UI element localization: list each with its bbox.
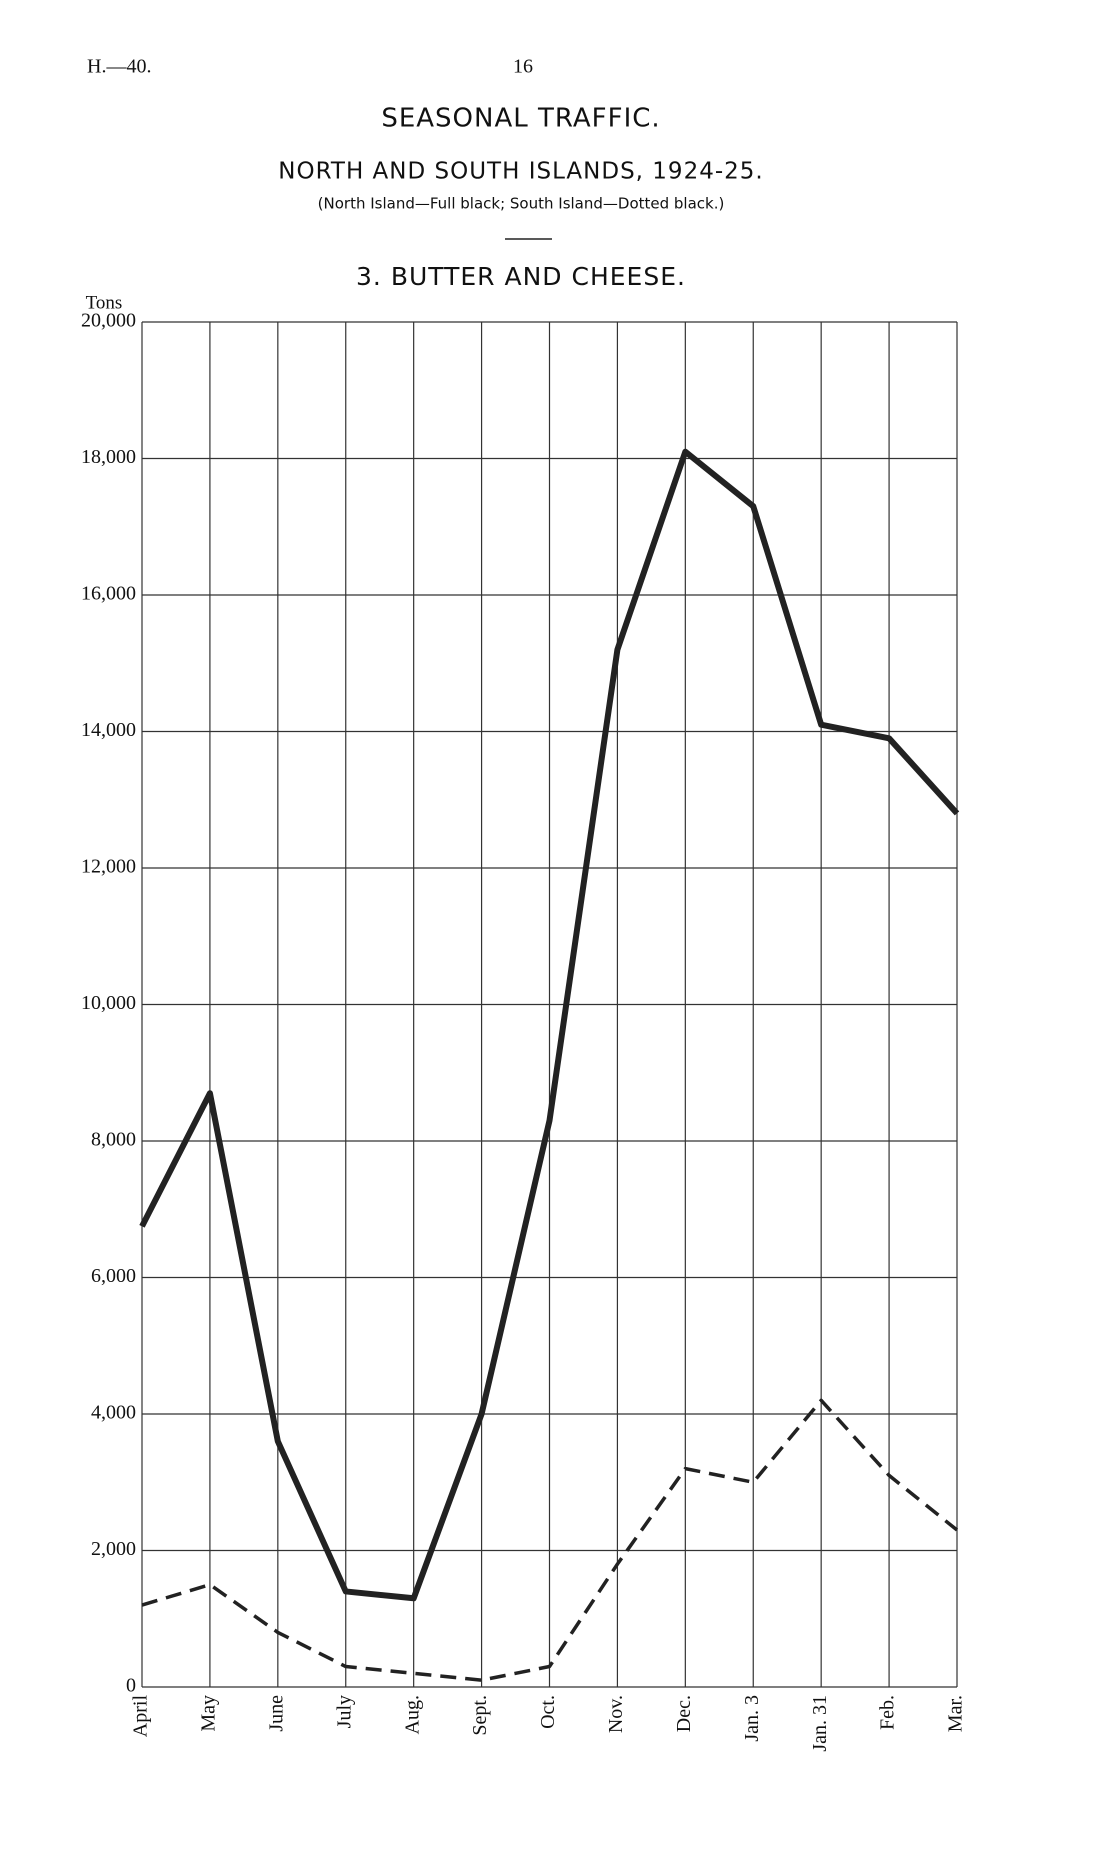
series-line [141, 1398, 959, 1682]
chart-subtitle: NORTH AND SOUTH ISLANDS, 1924-25. [278, 159, 763, 185]
series-line [139, 448, 960, 1602]
x-tick-label: July [333, 1695, 355, 1728]
y-tick-label: 4,000 [91, 1402, 136, 1424]
chart-title: SEASONAL TRAFFIC. [381, 104, 660, 134]
page-number: 16 [513, 56, 533, 78]
y-tick-label: 18,000 [81, 446, 136, 468]
page-ref: H.—40. [87, 56, 151, 78]
x-tick-label: June [265, 1695, 287, 1732]
x-tick-label: Mar. [945, 1695, 967, 1732]
y-tick-label: 16,000 [81, 583, 136, 605]
x-tick-label: Sept. [469, 1695, 491, 1736]
x-tick-label: Oct. [537, 1695, 559, 1729]
chart-heading: 3. BUTTER AND CHEESE. [356, 262, 686, 291]
y-axis-label: Tons [86, 292, 123, 313]
y-tick-label: 8,000 [91, 1129, 136, 1151]
chart-note: (North Island—Full black; South Island—D… [318, 195, 725, 213]
x-tick-label: Dec. [673, 1695, 695, 1732]
x-tick-label: Feb. [877, 1695, 899, 1730]
x-tick-label: Jan. 31 [809, 1695, 831, 1752]
y-tick-label: 14,000 [81, 719, 136, 741]
x-tick-label: May [198, 1695, 220, 1732]
y-tick-label: 12,000 [81, 856, 136, 878]
x-tick-label: April [130, 1695, 152, 1738]
x-tick-label: Jan. 3 [741, 1695, 763, 1742]
y-tick-label: 20,000 [81, 310, 136, 332]
y-tick-label: 2,000 [91, 1538, 136, 1560]
x-tick-label: Nov. [605, 1695, 627, 1733]
y-tick-label: 0 [126, 1675, 136, 1697]
y-tick-label: 10,000 [81, 992, 136, 1014]
y-tick-label: 6,000 [91, 1265, 136, 1287]
x-tick-label: Aug. [401, 1695, 423, 1734]
